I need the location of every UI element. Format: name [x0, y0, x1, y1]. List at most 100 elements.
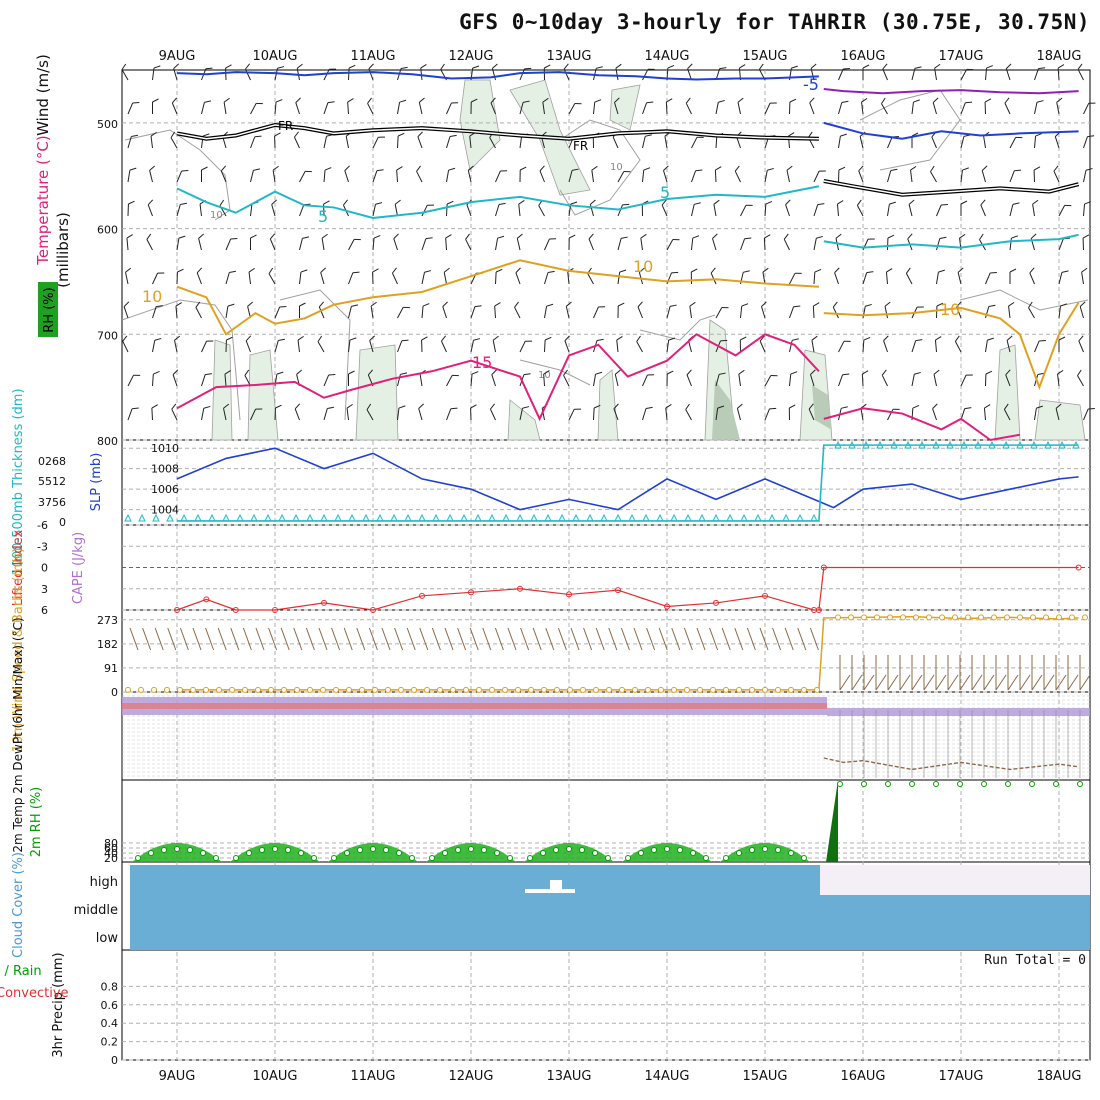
pressure-tick-label: 600 — [97, 224, 118, 237]
upper-wind-barb — [568, 234, 576, 251]
barb-flag — [317, 335, 323, 342]
upper-wind-barb — [813, 235, 823, 251]
barb-flag — [514, 301, 519, 308]
barb-flag — [1087, 135, 1095, 138]
barb-flag — [712, 233, 718, 239]
wind-speed-marker — [658, 686, 664, 693]
thickness-marker — [890, 440, 898, 449]
barb-shaft — [884, 306, 888, 319]
rh-marker — [344, 850, 350, 856]
barb-flag — [248, 267, 255, 273]
barb-flag — [568, 234, 576, 239]
barb-flag — [343, 199, 348, 206]
upper-wind-barb — [317, 335, 325, 353]
barb-flag — [1084, 201, 1091, 205]
barb-shaft — [146, 239, 153, 251]
barb-flag — [907, 233, 913, 240]
barb-shaft — [421, 238, 427, 251]
barb-shaft — [1057, 67, 1060, 81]
barb-shaft — [642, 374, 648, 387]
upper-wind-barb — [348, 64, 356, 81]
temp-band — [122, 703, 827, 709]
barb-flag — [860, 403, 867, 409]
barb-shaft — [420, 68, 423, 81]
upper-wind-barb — [960, 167, 969, 183]
thickness-marker — [1072, 440, 1080, 449]
upper-wind-barb — [1079, 301, 1086, 319]
pressure-tick-label: 800 — [97, 435, 118, 448]
barb-flag — [837, 200, 844, 205]
barb-shaft — [666, 340, 670, 353]
upper-wind-barb — [836, 200, 844, 217]
upper-wind-barb — [1057, 64, 1065, 81]
barb-flag — [398, 405, 406, 409]
barb-shaft — [1083, 136, 1088, 149]
barb-shaft — [568, 170, 573, 183]
rh-marker — [148, 850, 154, 856]
upper-wind-barb — [491, 63, 498, 81]
upper-wind-barb — [980, 199, 986, 217]
upper-wind-barb — [737, 97, 744, 115]
upper-wind-barb — [930, 165, 937, 183]
barb-shaft — [519, 408, 523, 421]
rh-marker — [592, 850, 598, 856]
upper-wind-barb — [689, 301, 696, 319]
wind-speed-marker — [151, 686, 157, 693]
barb-flag — [1012, 202, 1020, 205]
upper-wind-barb — [813, 268, 822, 285]
thickness-marker — [180, 513, 188, 522]
barb-shaft — [856, 205, 864, 217]
wind-speed-marker — [861, 614, 867, 621]
upper-wind-barb — [397, 99, 407, 115]
barb-flag — [122, 335, 128, 342]
barb-flag — [596, 66, 603, 69]
barb-flag — [157, 272, 165, 274]
barb-shaft — [813, 271, 816, 285]
wind-speed-marker — [697, 686, 703, 693]
upper-wind-barb — [397, 405, 406, 421]
wind-speed-marker — [671, 686, 677, 693]
barb-shaft — [764, 375, 772, 387]
surface-wind-barb — [444, 627, 454, 651]
upper-wind-barb — [518, 200, 525, 217]
barb-flag — [1058, 336, 1066, 341]
upper-wind-barb — [418, 97, 425, 115]
barb-flag — [737, 403, 743, 409]
dewpoint-line — [823, 757, 1079, 771]
upper-wind-barb — [1034, 340, 1046, 353]
upper-wind-barb — [563, 63, 570, 81]
surface-wind-barb — [305, 627, 315, 651]
barb-flag — [1032, 199, 1039, 205]
surface-wind-barb — [280, 627, 290, 651]
barb-shaft — [1058, 205, 1066, 217]
upper-wind-barb — [346, 403, 353, 421]
barb-shaft — [268, 273, 276, 285]
rh-marker — [396, 850, 402, 856]
thickness-marker — [918, 440, 926, 449]
barb-flag — [935, 336, 942, 341]
barb-flag — [1079, 301, 1086, 307]
barb-shaft — [544, 238, 550, 251]
barb-flag — [181, 170, 189, 172]
barb-shaft — [1056, 102, 1060, 115]
barb-flag — [515, 267, 521, 274]
barb-shaft — [691, 238, 694, 251]
upper-wind-barb — [617, 269, 627, 285]
upper-wind-barb — [372, 235, 381, 251]
precip-tick-label: 0.6 — [101, 999, 119, 1012]
barb-flag — [832, 301, 838, 308]
barb-flag — [195, 301, 201, 308]
upper-wind-barb — [127, 134, 138, 149]
upper-wind-barb — [543, 64, 551, 81]
barb-shaft — [615, 68, 619, 81]
upper-wind-barb — [223, 403, 230, 421]
cloud-cover-area — [130, 865, 820, 950]
cloud-ylabel: Cloud Cover (%) — [11, 852, 26, 958]
barb-shaft — [174, 340, 178, 353]
wind-tick-label: 182 — [97, 638, 118, 651]
surface-wind-barb-flag — [899, 674, 911, 691]
barb-shaft — [347, 101, 349, 115]
barb-flag — [886, 268, 893, 273]
barb-shaft — [661, 204, 668, 217]
barb-flag — [593, 404, 601, 409]
